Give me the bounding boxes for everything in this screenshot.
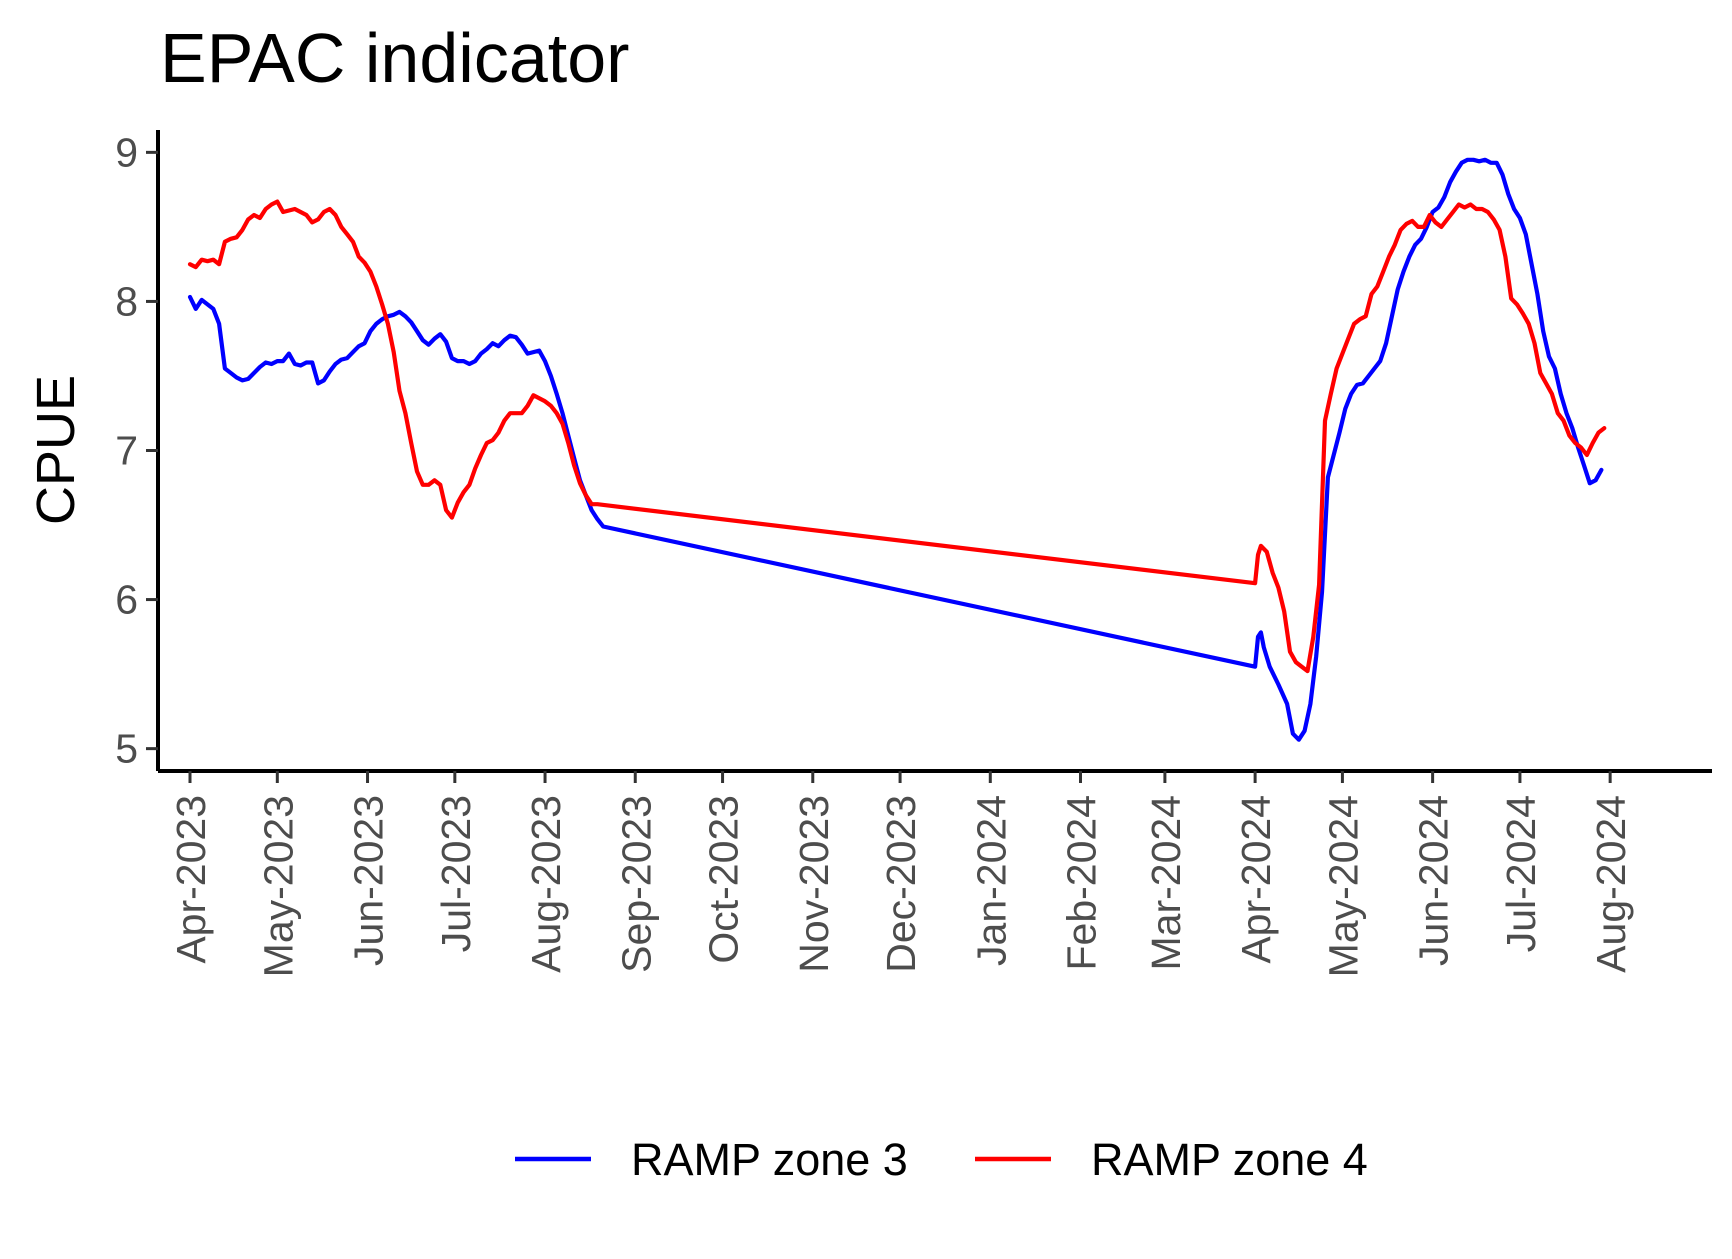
y-ticks: 5 6 7 8 9 — [115, 129, 158, 772]
x-tick-label: Jun-2024 — [1411, 795, 1457, 966]
x-ticks: Apr-2023 May-2023 Jun-2023 Jul-2023 Aug-2023… — [168, 771, 1634, 977]
x-tick-label: May-2023 — [255, 795, 301, 977]
chart-title: EPAC indicator — [160, 19, 629, 97]
x-tick-label: May-2024 — [1320, 795, 1366, 977]
x-tick-label: Oct-2023 — [701, 795, 747, 964]
plot-lines — [187, 157, 1607, 742]
x-tick-label: Feb-2024 — [1059, 795, 1105, 971]
legend-label-1: RAMP zone 3 — [631, 1134, 908, 1185]
x-tick-label: Aug-2024 — [1588, 795, 1634, 973]
y-tick-label: 6 — [115, 577, 138, 623]
y-tick-label: 7 — [115, 428, 138, 474]
y-tick-label: 8 — [115, 278, 138, 324]
x-tick-label: Nov-2023 — [791, 795, 837, 973]
x-tick-label: Apr-2024 — [1233, 795, 1279, 964]
series-line-2 — [187, 199, 1607, 674]
x-tick-label: Mar-2024 — [1143, 795, 1189, 970]
x-tick-label: Jan-2024 — [968, 795, 1014, 966]
y-tick-label: 5 — [115, 726, 138, 772]
x-tick-label: Jul-2023 — [433, 795, 479, 952]
x-tick-label: Dec-2023 — [878, 795, 924, 973]
x-tick-label: Apr-2023 — [168, 795, 214, 964]
legend: RAMP zone 3 RAMP zone 4 — [515, 1134, 1368, 1185]
x-tick-label: Aug-2023 — [523, 795, 569, 973]
y-tick-label: 9 — [115, 129, 138, 175]
series-line-1 — [187, 157, 1604, 742]
x-tick-label: Jun-2023 — [346, 795, 392, 966]
x-tick-label: Sep-2023 — [613, 795, 659, 973]
legend-label-2: RAMP zone 4 — [1091, 1134, 1368, 1185]
y-axis-title: CPUE — [26, 375, 86, 525]
x-tick-label: Jul-2024 — [1498, 795, 1544, 952]
